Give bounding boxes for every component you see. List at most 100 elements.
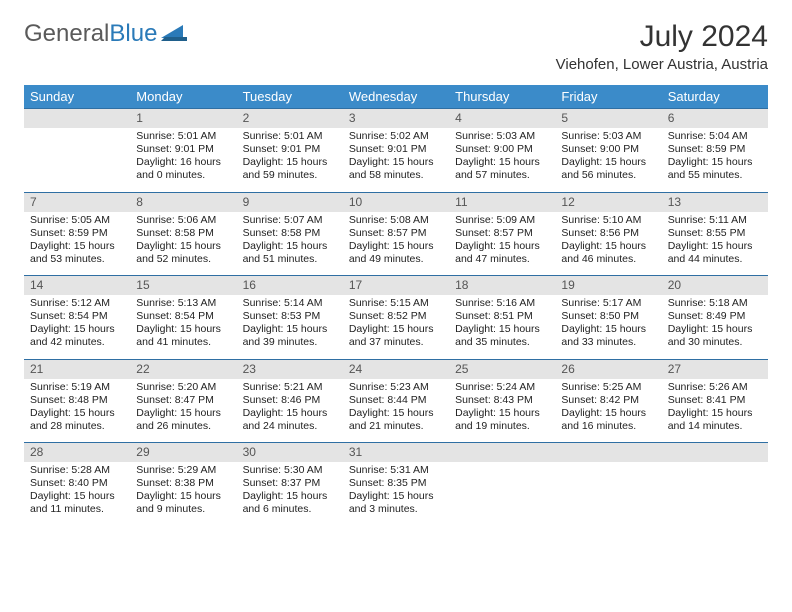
day-number-cell: 2 (237, 109, 343, 129)
sunset-text: Sunset: 8:53 PM (243, 310, 337, 323)
day-number-cell: 18 (449, 276, 555, 296)
weekday-header: Monday (130, 85, 236, 109)
sunrise-text: Sunrise: 5:20 AM (136, 381, 230, 394)
daylight-text: Daylight: 15 hours and 57 minutes. (455, 156, 549, 182)
day-info-cell: Sunrise: 5:08 AMSunset: 8:57 PMDaylight:… (343, 212, 449, 276)
sunrise-text: Sunrise: 5:01 AM (136, 130, 230, 143)
sunset-text: Sunset: 8:58 PM (136, 227, 230, 240)
sunrise-text: Sunrise: 5:12 AM (30, 297, 124, 310)
daylight-text: Daylight: 15 hours and 47 minutes. (455, 240, 549, 266)
day-info-cell: Sunrise: 5:24 AMSunset: 8:43 PMDaylight:… (449, 379, 555, 443)
day-number-cell: 29 (130, 443, 236, 463)
day-info-cell: Sunrise: 5:19 AMSunset: 8:48 PMDaylight:… (24, 379, 130, 443)
day-number-cell: 5 (555, 109, 661, 129)
weekday-header: Friday (555, 85, 661, 109)
day-number-cell: 17 (343, 276, 449, 296)
daylight-text: Daylight: 15 hours and 53 minutes. (30, 240, 124, 266)
weekday-header-row: Sunday Monday Tuesday Wednesday Thursday… (24, 85, 768, 109)
day-info-row: Sunrise: 5:01 AMSunset: 9:01 PMDaylight:… (24, 128, 768, 192)
daylight-text: Daylight: 15 hours and 35 minutes. (455, 323, 549, 349)
day-number-row: 28293031 (24, 443, 768, 463)
day-info-cell: Sunrise: 5:23 AMSunset: 8:44 PMDaylight:… (343, 379, 449, 443)
daylight-text: Daylight: 15 hours and 39 minutes. (243, 323, 337, 349)
day-number-cell: 24 (343, 359, 449, 379)
day-number-cell: 13 (662, 192, 768, 212)
day-number-cell: 8 (130, 192, 236, 212)
day-info-cell: Sunrise: 5:01 AMSunset: 9:01 PMDaylight:… (237, 128, 343, 192)
day-number-cell (24, 109, 130, 129)
sunset-text: Sunset: 8:59 PM (668, 143, 762, 156)
day-number-cell: 25 (449, 359, 555, 379)
sunset-text: Sunset: 8:37 PM (243, 477, 337, 490)
daylight-text: Daylight: 15 hours and 16 minutes. (561, 407, 655, 433)
day-number-row: 123456 (24, 109, 768, 129)
sunset-text: Sunset: 9:01 PM (136, 143, 230, 156)
sunset-text: Sunset: 8:38 PM (136, 477, 230, 490)
day-number-cell: 20 (662, 276, 768, 296)
weekday-header: Thursday (449, 85, 555, 109)
day-info-cell: Sunrise: 5:09 AMSunset: 8:57 PMDaylight:… (449, 212, 555, 276)
daylight-text: Daylight: 15 hours and 52 minutes. (136, 240, 230, 266)
page: GeneralBlue July 2024 Viehofen, Lower Au… (0, 0, 792, 612)
day-info-row: Sunrise: 5:05 AMSunset: 8:59 PMDaylight:… (24, 212, 768, 276)
day-info-cell: Sunrise: 5:28 AMSunset: 8:40 PMDaylight:… (24, 462, 130, 526)
day-info-cell: Sunrise: 5:16 AMSunset: 8:51 PMDaylight:… (449, 295, 555, 359)
day-info-cell: Sunrise: 5:12 AMSunset: 8:54 PMDaylight:… (24, 295, 130, 359)
day-info-cell: Sunrise: 5:20 AMSunset: 8:47 PMDaylight:… (130, 379, 236, 443)
weekday-header: Saturday (662, 85, 768, 109)
daylight-text: Daylight: 15 hours and 11 minutes. (30, 490, 124, 516)
logo-triangle-icon (161, 20, 187, 48)
daylight-text: Daylight: 15 hours and 26 minutes. (136, 407, 230, 433)
day-info-cell: Sunrise: 5:01 AMSunset: 9:01 PMDaylight:… (130, 128, 236, 192)
sunrise-text: Sunrise: 5:10 AM (561, 214, 655, 227)
day-number-cell: 19 (555, 276, 661, 296)
sunset-text: Sunset: 8:44 PM (349, 394, 443, 407)
day-number-cell: 28 (24, 443, 130, 463)
day-info-cell: Sunrise: 5:06 AMSunset: 8:58 PMDaylight:… (130, 212, 236, 276)
day-number-cell: 11 (449, 192, 555, 212)
daylight-text: Daylight: 15 hours and 33 minutes. (561, 323, 655, 349)
daylight-text: Daylight: 15 hours and 58 minutes. (349, 156, 443, 182)
day-info-cell: Sunrise: 5:10 AMSunset: 8:56 PMDaylight:… (555, 212, 661, 276)
sunrise-text: Sunrise: 5:06 AM (136, 214, 230, 227)
sunrise-text: Sunrise: 5:30 AM (243, 464, 337, 477)
sunrise-text: Sunrise: 5:03 AM (561, 130, 655, 143)
sunrise-text: Sunrise: 5:11 AM (668, 214, 762, 227)
day-number-cell: 3 (343, 109, 449, 129)
sunset-text: Sunset: 8:55 PM (668, 227, 762, 240)
day-info-cell: Sunrise: 5:07 AMSunset: 8:58 PMDaylight:… (237, 212, 343, 276)
title-block: July 2024 Viehofen, Lower Austria, Austr… (556, 20, 768, 73)
sunrise-text: Sunrise: 5:14 AM (243, 297, 337, 310)
sunset-text: Sunset: 8:47 PM (136, 394, 230, 407)
day-number-row: 14151617181920 (24, 276, 768, 296)
sunrise-text: Sunrise: 5:15 AM (349, 297, 443, 310)
day-number-cell: 26 (555, 359, 661, 379)
weekday-header: Tuesday (237, 85, 343, 109)
daylight-text: Daylight: 15 hours and 41 minutes. (136, 323, 230, 349)
day-info-cell (662, 462, 768, 526)
sunset-text: Sunset: 8:49 PM (668, 310, 762, 323)
day-number-cell: 21 (24, 359, 130, 379)
sunset-text: Sunset: 8:50 PM (561, 310, 655, 323)
sunrise-text: Sunrise: 5:26 AM (668, 381, 762, 394)
sunset-text: Sunset: 8:56 PM (561, 227, 655, 240)
daylight-text: Daylight: 15 hours and 37 minutes. (349, 323, 443, 349)
sunrise-text: Sunrise: 5:31 AM (349, 464, 443, 477)
day-info-cell: Sunrise: 5:13 AMSunset: 8:54 PMDaylight:… (130, 295, 236, 359)
daylight-text: Daylight: 16 hours and 0 minutes. (136, 156, 230, 182)
day-number-cell: 14 (24, 276, 130, 296)
sunset-text: Sunset: 8:54 PM (30, 310, 124, 323)
sunset-text: Sunset: 8:59 PM (30, 227, 124, 240)
day-number-cell: 6 (662, 109, 768, 129)
logo: GeneralBlue (24, 20, 187, 48)
daylight-text: Daylight: 15 hours and 24 minutes. (243, 407, 337, 433)
sunrise-text: Sunrise: 5:05 AM (30, 214, 124, 227)
day-info-cell: Sunrise: 5:05 AMSunset: 8:59 PMDaylight:… (24, 212, 130, 276)
weekday-header: Sunday (24, 85, 130, 109)
day-info-cell: Sunrise: 5:29 AMSunset: 8:38 PMDaylight:… (130, 462, 236, 526)
day-info-cell (449, 462, 555, 526)
day-info-cell: Sunrise: 5:11 AMSunset: 8:55 PMDaylight:… (662, 212, 768, 276)
sunrise-text: Sunrise: 5:04 AM (668, 130, 762, 143)
logo-text-2: Blue (109, 20, 157, 48)
day-number-cell (662, 443, 768, 463)
